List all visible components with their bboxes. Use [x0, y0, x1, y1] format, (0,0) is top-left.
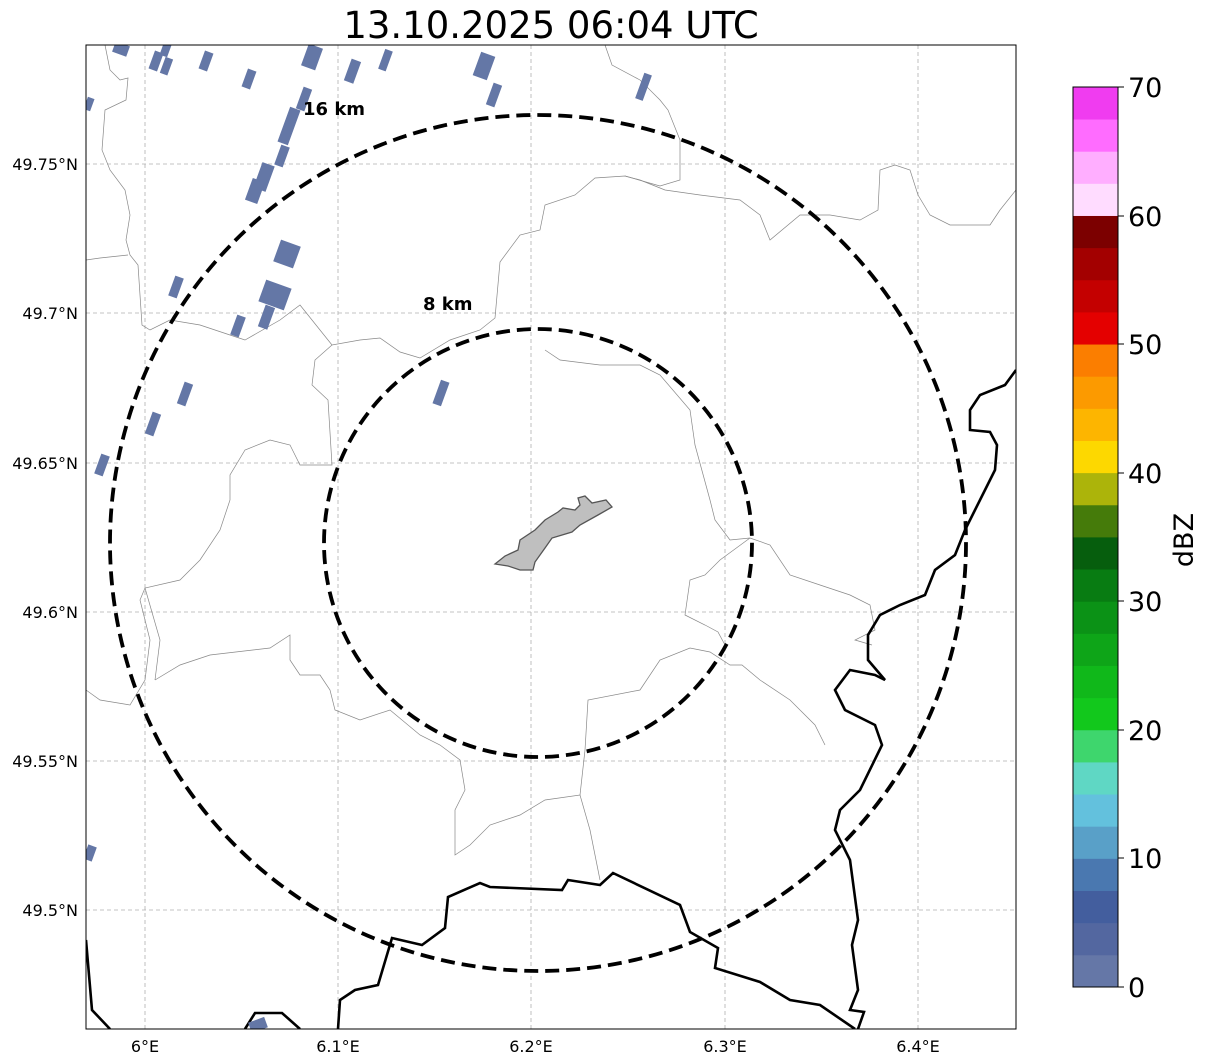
colorbar-segment [1073, 279, 1118, 313]
colorbar-segment [1073, 826, 1118, 859]
echo-cell [94, 453, 110, 477]
echo-cell [230, 314, 246, 338]
echo-cell [432, 379, 450, 407]
range-ring-8km [322, 327, 754, 759]
colorbar-segment [1073, 537, 1118, 570]
colorbar-label: dBZ [1169, 513, 1200, 567]
colorbar-segment [1073, 247, 1118, 281]
colorbar-segment [1073, 215, 1118, 249]
echo-cell [198, 50, 214, 72]
colorbar-segment [1073, 794, 1118, 827]
lat-tick-label: 49.65°N [12, 454, 78, 473]
colorbar-segment [1073, 119, 1118, 152]
lat-tick-label: 49.6°N [22, 603, 78, 622]
echo-cell [159, 45, 172, 58]
colorbar-segment [1073, 954, 1118, 988]
colorbar-tick-label: 50 [1128, 330, 1162, 361]
echo-cell [257, 304, 276, 330]
echo-cell [244, 177, 266, 205]
national-border [86, 369, 1016, 1029]
colorbar-tick-label: 10 [1128, 844, 1162, 875]
colorbar-segment [1073, 601, 1118, 634]
colorbar-tick-label: 40 [1128, 459, 1162, 490]
echo-cell [343, 58, 362, 84]
colorbar-segment [1073, 472, 1118, 506]
colorbar-segment [1073, 922, 1118, 956]
colorbar-segments [1073, 87, 1118, 988]
colorbar-segment [1073, 183, 1118, 216]
radar-echoes [86, 45, 652, 1029]
range-ring-label-16km: 16 km [303, 99, 365, 120]
map-frame [85, 44, 1017, 1030]
colorbar-segment [1073, 569, 1118, 602]
colorbar-segment [1073, 151, 1118, 184]
echo-cell [295, 86, 313, 112]
echo-cell [176, 381, 194, 407]
colorbar-segment [1073, 858, 1118, 891]
colorbar-ticks: 0 10 20 30 40 50 60 70 [1118, 73, 1162, 1004]
municipal-boundaries [86, 45, 1016, 881]
range-ring-label-8km: 8 km [423, 294, 473, 315]
colorbar-segment [1073, 729, 1118, 763]
range-ring-16km [108, 113, 968, 973]
colorbar-segment [1073, 762, 1118, 795]
echo-cell [159, 56, 174, 76]
lat-tick-label: 49.7°N [22, 304, 78, 323]
echo-cell [258, 279, 292, 311]
colorbar: 0 10 20 30 40 50 60 70 dBZ [1072, 73, 1200, 1004]
echo-cell [277, 106, 301, 146]
colorbar-segment [1073, 665, 1118, 699]
lon-tick-label: 6.2°E [509, 1037, 553, 1056]
map-title: 13.10.2025 06:04 UTC [343, 4, 759, 47]
echo-cell [273, 239, 301, 269]
colorbar-segment [1073, 697, 1118, 731]
map-panel[interactable]: 16 km 8 km [84, 42, 1017, 1033]
echo-cell [485, 82, 503, 108]
lon-tick-label: 6.4°E [896, 1037, 940, 1056]
colorbar-frame [1072, 86, 1119, 988]
colorbar-segment [1073, 376, 1118, 409]
colorbar-segment [1073, 87, 1118, 120]
gridlines [86, 45, 1016, 1029]
lon-tick-label: 6°E [131, 1037, 159, 1056]
lat-tick-label: 49.55°N [12, 752, 78, 771]
echo-cell [144, 411, 162, 437]
colorbar-segment [1073, 312, 1118, 345]
lon-tick-label: 6.1°E [316, 1037, 360, 1056]
colorbar-tick-label: 30 [1128, 587, 1162, 618]
lat-tick-label: 49.75°N [12, 155, 78, 174]
echo-cell [274, 144, 290, 168]
echo-cell [472, 51, 496, 81]
echo-cell [301, 45, 323, 71]
echo-cell [168, 275, 184, 299]
lat-tick-label: 49.5°N [22, 901, 78, 920]
colorbar-tick-label: 20 [1128, 716, 1162, 747]
colorbar-segment [1073, 504, 1118, 538]
colorbar-tick-label: 70 [1128, 73, 1162, 104]
colorbar-segment [1073, 408, 1118, 441]
colorbar-tick-label: 0 [1128, 973, 1145, 1004]
latitude-ticks: 49.75°N 49.7°N 49.65°N 49.6°N 49.55°N 49… [12, 155, 78, 920]
colorbar-segment [1073, 440, 1118, 474]
city-area [493, 495, 614, 571]
echo-cell [635, 72, 652, 101]
colorbar-segment [1073, 633, 1118, 666]
colorbar-segment [1073, 890, 1118, 924]
colorbar-segment [1073, 344, 1118, 377]
echo-cell [378, 48, 393, 72]
echo-cell [241, 68, 257, 90]
echo-cell [148, 50, 164, 72]
lon-tick-label: 6.3°E [703, 1037, 747, 1056]
longitude-ticks: 6°E 6.1°E 6.2°E 6.3°E 6.4°E [131, 1037, 940, 1056]
colorbar-tick-label: 60 [1128, 202, 1162, 233]
